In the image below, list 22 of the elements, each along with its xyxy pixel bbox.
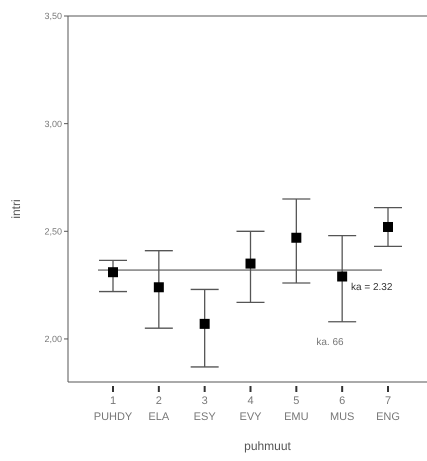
- point: [246, 258, 256, 269]
- annotation: ka. 66: [316, 337, 344, 348]
- point: [200, 318, 210, 329]
- x-tick-label: 3 ESY: [194, 395, 216, 423]
- y-axis-title: intri: [9, 199, 23, 219]
- y-tick-label: 2,00: [44, 334, 62, 344]
- point: [337, 272, 348, 282]
- y-tick-label: 2,50: [44, 226, 62, 236]
- point: [154, 282, 164, 292]
- x-tick-label: 1 PUHDY: [94, 395, 133, 423]
- ref-line-label: ka = 2.32: [351, 282, 393, 294]
- x-tick-label: 6 MUS: [330, 395, 354, 423]
- point: [108, 267, 118, 278]
- point: [383, 222, 393, 232]
- x-tick-label: 4 EVY: [239, 395, 262, 423]
- y-tick-label: 3,00: [44, 118, 62, 129]
- point: [291, 232, 302, 243]
- x-axis-title: puhmuut: [244, 439, 292, 453]
- x-tick-label: 5 EMU: [284, 395, 309, 423]
- x-tick-label: 2 ELA: [148, 395, 170, 423]
- y-tick-label: 3,50: [44, 11, 62, 22]
- x-tick-label: 7 ENG: [376, 395, 400, 423]
